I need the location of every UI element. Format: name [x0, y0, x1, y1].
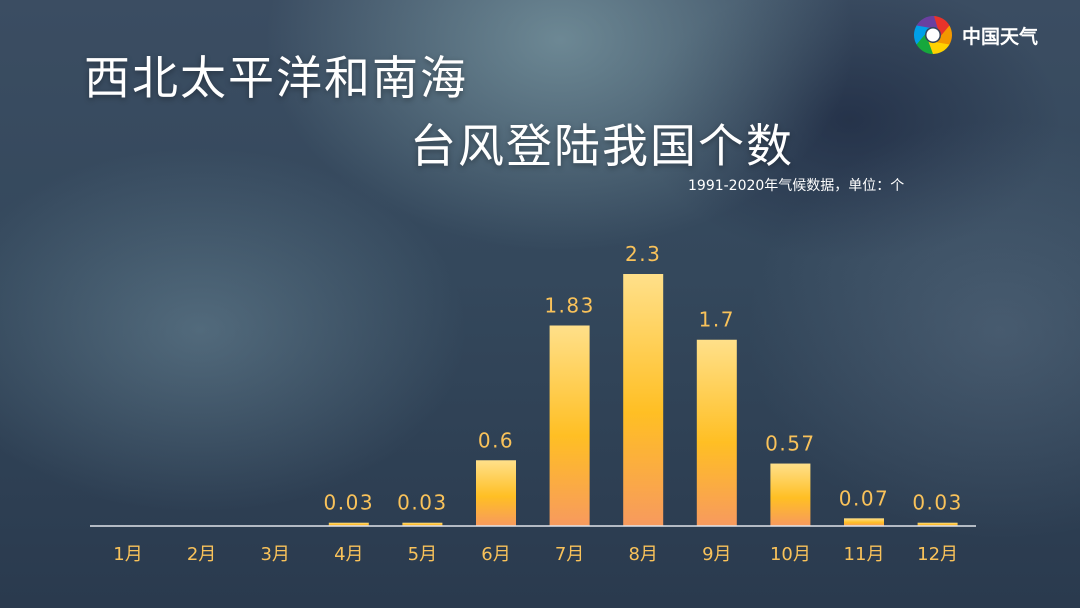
brand-name: 中国天气 — [962, 25, 1039, 48]
x-tick-label: 12月 — [917, 544, 958, 565]
bar-value-label: 0.57 — [765, 432, 816, 456]
bar-value-label: 2.3 — [625, 242, 661, 266]
logo-petal — [916, 33, 933, 54]
bar-value-label: 1.7 — [699, 308, 735, 332]
x-tick-label: 6月 — [481, 544, 510, 565]
x-tick-label: 10月 — [770, 544, 811, 565]
x-tick-label: 3月 — [260, 544, 289, 565]
bar — [917, 522, 958, 526]
x-tick-label: 11月 — [844, 544, 885, 565]
logo-center — [926, 28, 940, 42]
chart-subtitle: 1991-2020年气候数据，单位：个 — [688, 178, 905, 194]
x-tick-label: 7月 — [555, 544, 584, 565]
logo-petal — [933, 16, 950, 37]
x-tick-label: 2月 — [187, 544, 216, 565]
chart-title-line2: 台风登陆我国个数 — [410, 119, 794, 173]
logo-petal — [928, 41, 950, 54]
bar — [328, 522, 369, 526]
logo-petal — [916, 16, 938, 29]
chart-title-line1: 西北太平洋和南海 — [84, 51, 468, 105]
china-weather-logo-icon — [914, 16, 952, 54]
x-tick-label: 4月 — [334, 544, 363, 565]
logo-petal — [914, 24, 930, 45]
bar — [402, 522, 443, 526]
bar-value-label: 0.03 — [912, 491, 963, 515]
x-tick-label: 9月 — [702, 544, 731, 565]
bar — [549, 325, 590, 526]
bar-value-label: 0.07 — [839, 486, 890, 510]
bar-value-label: 0.03 — [397, 491, 448, 515]
bar — [476, 460, 516, 526]
bar — [770, 463, 811, 526]
bar-value-label: 0.6 — [478, 428, 514, 452]
bar — [623, 274, 664, 526]
x-tick-label: 5月 — [408, 544, 437, 565]
bar — [696, 339, 737, 526]
bar-value-label: 1.83 — [544, 293, 595, 317]
x-tick-label: 8月 — [628, 544, 657, 565]
x-tick-label: 1月 — [113, 544, 142, 565]
bar-value-label: 0.03 — [324, 491, 375, 515]
bar — [844, 518, 884, 526]
logo-petal — [936, 25, 952, 46]
brand-logo: 中国天气 — [912, 14, 1038, 56]
